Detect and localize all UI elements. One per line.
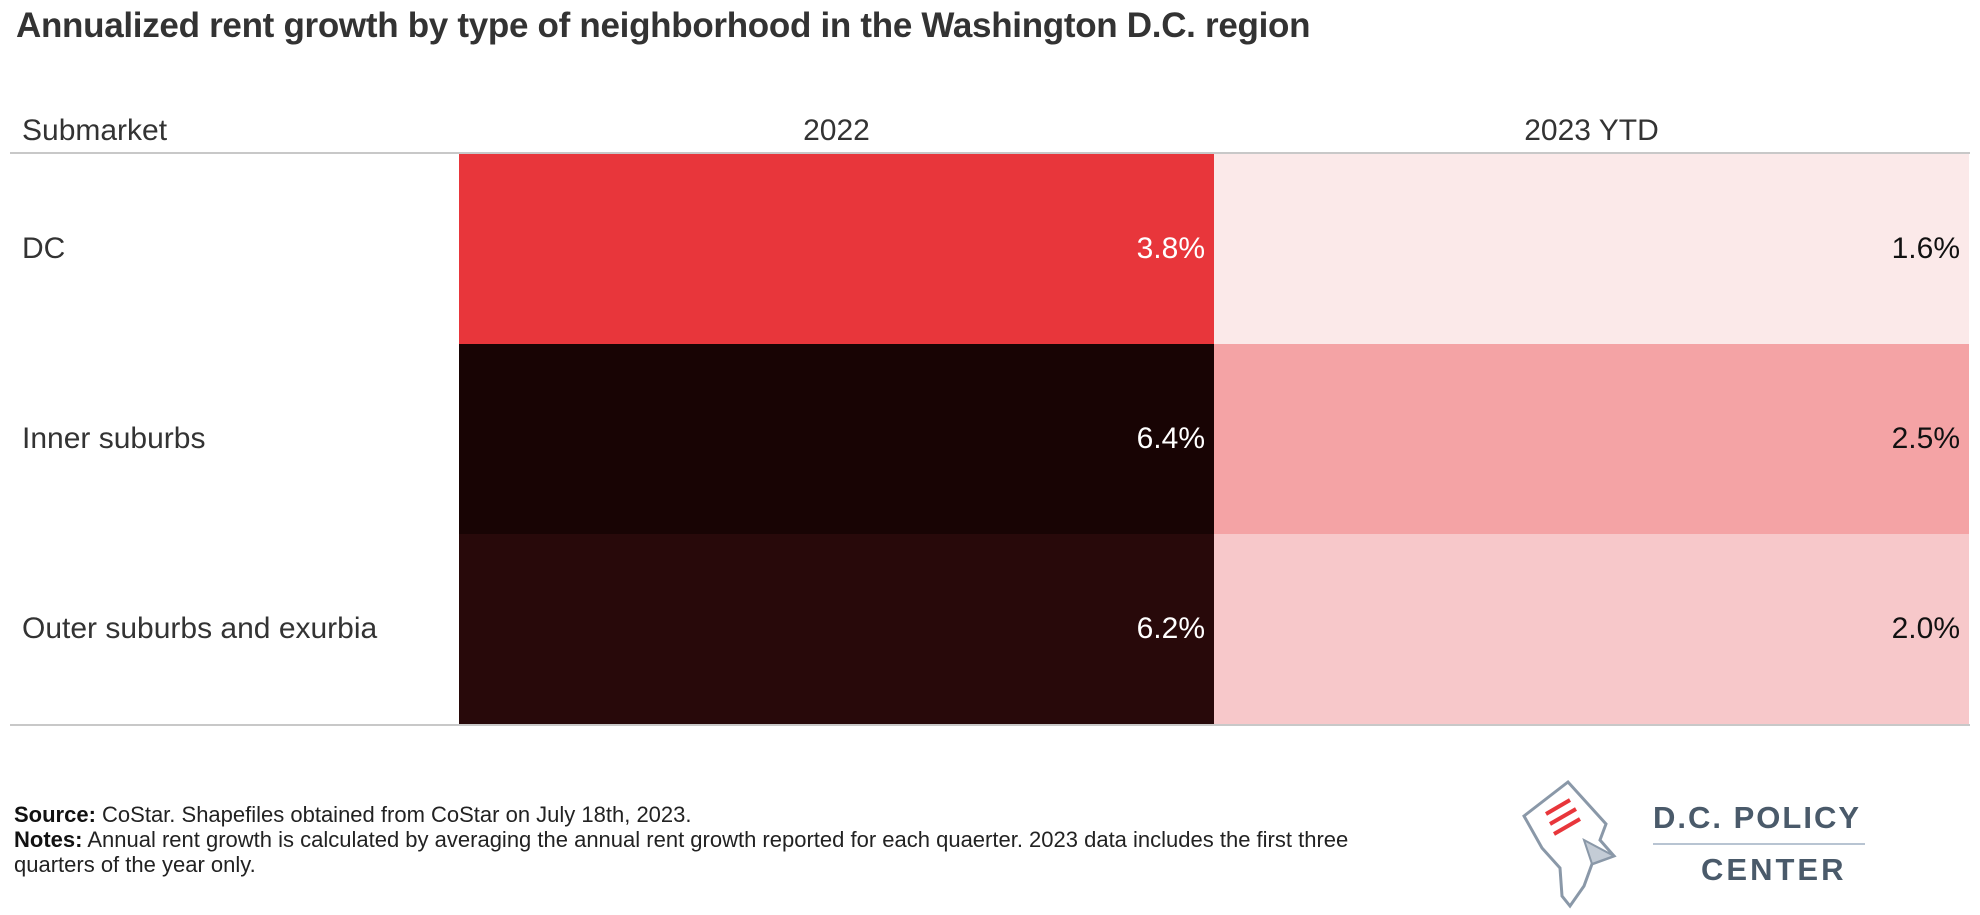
heatmap-cell: 3.8% xyxy=(459,154,1214,344)
cell-value-label: 2.5% xyxy=(1891,422,1960,455)
cell-value-label: 6.4% xyxy=(1136,422,1205,455)
table-row: Outer suburbs and exurbia 6.2% 2.0% xyxy=(10,534,1970,724)
footer-notes: Source: CoStar. Shapefiles obtained from… xyxy=(14,802,1374,877)
notes-text: Annual rent growth is calculated by aver… xyxy=(14,827,1349,877)
table-row: DC 3.8% 1.6% xyxy=(10,154,1970,344)
table-row: Inner suburbs 6.4% 2.5% xyxy=(10,344,1970,534)
header-2022: 2022 xyxy=(803,114,870,147)
row-label: DC xyxy=(22,232,66,265)
cell-value-label: 6.2% xyxy=(1136,612,1205,645)
source-line: Source: CoStar. Shapefiles obtained from… xyxy=(14,802,1374,827)
header-2023-ytd: 2023 YTD xyxy=(1524,114,1659,147)
cell-value-label: 2.0% xyxy=(1891,612,1960,645)
notes-label: Notes: xyxy=(14,827,83,852)
bottom-rule xyxy=(10,724,1970,726)
chart-title: Annualized rent growth by type of neighb… xyxy=(16,6,1311,45)
notes-line: Notes: Annual rent growth is calculated … xyxy=(14,827,1374,877)
heatmap-cell: 1.6% xyxy=(1214,154,1969,344)
source-label: Source: xyxy=(14,802,96,827)
dc-map-icon xyxy=(1522,779,1617,909)
heatmap-cell: 6.2% xyxy=(459,534,1214,724)
heatmap-cell: 6.4% xyxy=(459,344,1214,534)
logo-text-line1: D.C. POLICY xyxy=(1653,800,1862,835)
header-submarket: Submarket xyxy=(22,114,168,147)
source-text: CoStar. Shapefiles obtained from CoStar … xyxy=(95,802,692,827)
row-label: Outer suburbs and exurbia xyxy=(22,612,378,645)
row-label: Inner suburbs xyxy=(22,422,206,455)
cell-value-label: 1.6% xyxy=(1891,232,1960,265)
logo-text-line2: CENTER xyxy=(1701,852,1847,887)
table-body: DC 3.8% 1.6% Inner suburbs 6.4% 2.5% Outer sub… xyxy=(10,154,1970,724)
heatmap-table: Submarket 2022 2023 YTD DC 3.8% 1.6% Inner … xyxy=(10,112,1970,726)
cell-value-label: 3.8% xyxy=(1136,232,1205,265)
heatmap-cell: 2.0% xyxy=(1214,534,1969,724)
logo-divider xyxy=(1653,843,1865,845)
dc-policy-center-logo: D.C. POLICY CENTER xyxy=(1518,778,1878,910)
heatmap-cell: 2.5% xyxy=(1214,344,1969,534)
table-header: Submarket 2022 2023 YTD xyxy=(10,112,1970,154)
